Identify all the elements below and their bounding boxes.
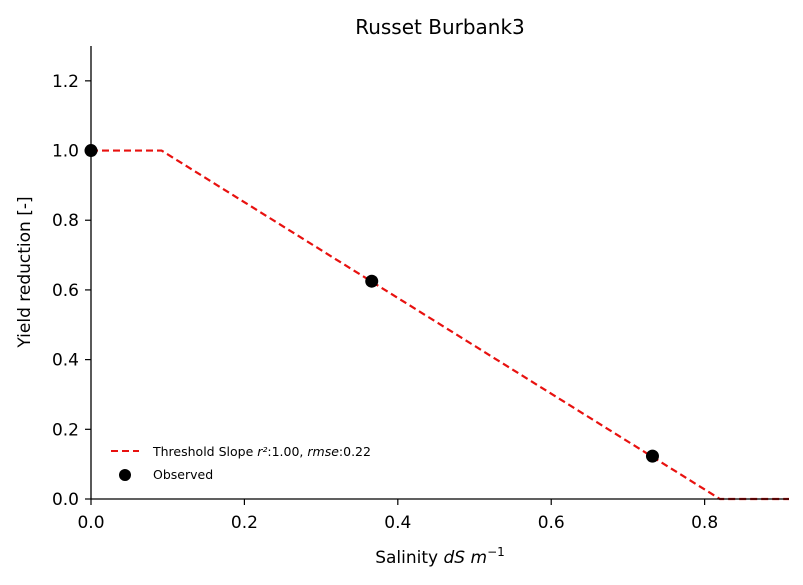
observed-point <box>365 274 379 288</box>
legend-marker-swatch <box>119 469 131 481</box>
x-tick-label: 0.8 <box>691 513 718 533</box>
observed-point <box>645 449 659 463</box>
legend-threshold-name: Threshold Slope <box>152 444 257 459</box>
y-tick-label: 0.8 <box>52 211 79 231</box>
legend-label-threshold: Threshold Slope r²:1.00, rmse:0.22 <box>152 444 371 459</box>
legend-rmse-label: rmse <box>307 444 339 459</box>
y-tick-label: 0.0 <box>52 490 79 510</box>
legend-r-label: r² <box>257 444 267 459</box>
y-tick-label: 0.4 <box>52 351 79 371</box>
x-axis-title-exponent: −1 <box>487 545 505 559</box>
x-tick-label: 0.2 <box>231 513 258 533</box>
y-axis-title: Yield reduction [-] <box>15 196 35 348</box>
chart-title: Russet Burbank3 <box>355 15 525 39</box>
x-ticks: 0.0 0.2 0.4 0.6 0.8 <box>77 499 718 533</box>
legend-rmse-value: :0.22 <box>339 444 371 459</box>
x-tick-label: 0.0 <box>77 513 104 533</box>
x-axis-title-math: dS m <box>444 548 488 568</box>
y-tick-label: 1.2 <box>52 72 79 92</box>
x-tick-label: 0.4 <box>384 513 411 533</box>
y-tick-label: 0.2 <box>52 420 79 440</box>
y-tick-label: 0.6 <box>52 281 79 301</box>
y-tick-label: 1.0 <box>52 142 79 162</box>
legend: Threshold Slope r²:1.00, rmse:0.22 Obser… <box>111 444 371 482</box>
x-axis-title-prefix: Salinity <box>375 548 443 568</box>
x-tick-label: 0.6 <box>538 513 565 533</box>
x-axis-title: Salinity dS m−1 <box>375 545 505 568</box>
y-ticks: 0.0 0.2 0.4 0.6 0.8 1.0 1.2 <box>52 72 91 510</box>
legend-label-observed: Observed <box>153 467 213 482</box>
legend-r-value: :1.00, <box>267 444 307 459</box>
